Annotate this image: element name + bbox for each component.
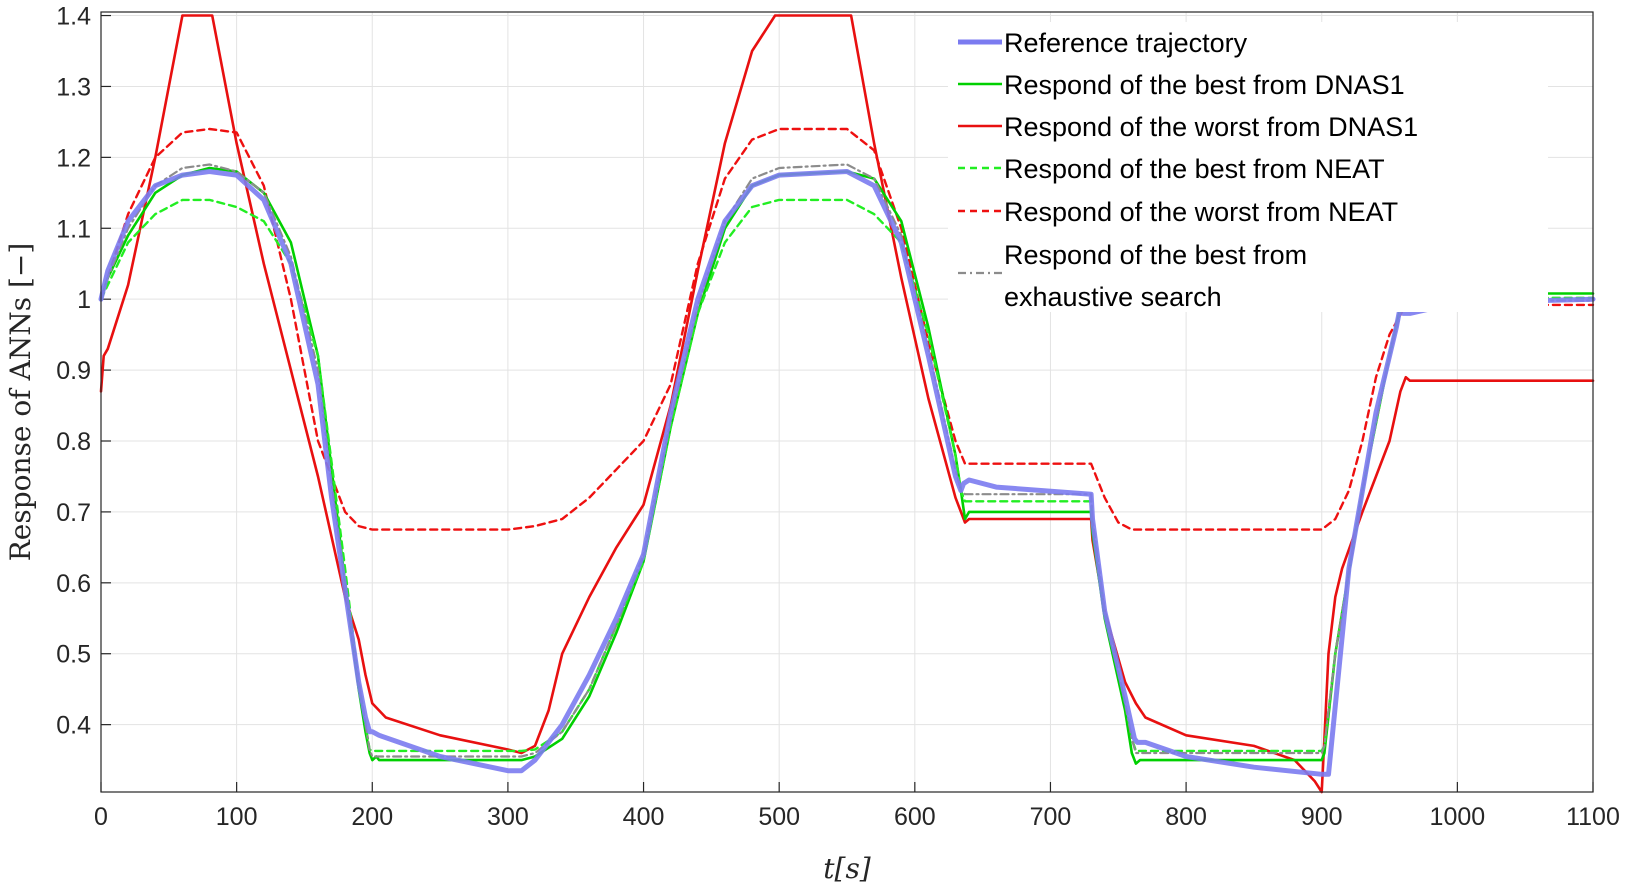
- x-tick-label: 0: [94, 803, 108, 831]
- legend-label: Respond of the best from NEAT: [1004, 154, 1385, 184]
- legend: Reference trajectory Respond of the best …: [948, 22, 1548, 312]
- x-tick-label: 900: [1301, 803, 1343, 831]
- y-tick-label: 1.2: [56, 144, 91, 172]
- x-tick-label: 700: [1030, 803, 1072, 831]
- y-tick-label: 0.7: [56, 499, 91, 527]
- x-tick-label: 400: [623, 803, 665, 831]
- legend-label: Respond of the worst from DNAS1: [1004, 112, 1418, 142]
- legend-label: Respond of the worst from NEAT: [1004, 197, 1398, 227]
- series-line: [99, 127, 1595, 531]
- legend-label: Respond of the best from: [1004, 240, 1307, 270]
- x-tick-label: 600: [894, 803, 936, 831]
- x-tick-label: 1000: [1430, 803, 1486, 831]
- legend-label: Reference trajectory: [1004, 28, 1248, 58]
- x-tick-label: 100: [216, 803, 258, 831]
- x-tick-label: 500: [758, 803, 800, 831]
- legend-label: Respond of the best from DNAS1: [1004, 70, 1405, 100]
- y-tick-label: 0.6: [56, 570, 91, 598]
- x-tick-label: 300: [487, 803, 529, 831]
- x-axis-title: t[s]: [823, 852, 871, 885]
- series-line: [99, 14, 1595, 794]
- plot-frame: [100, 11, 1594, 793]
- legend-label: exhaustive search: [1004, 282, 1222, 312]
- x-axis-ticks: 0 100 200 300 400 500 600 700 800 900 1000 1100: [94, 782, 1620, 831]
- y-axis-ticks: 0.4 0.5 0.6 0.7 0.8 0.9 1 1.1 1.2 1.3 1.4: [56, 3, 111, 740]
- x-tick-label: 800: [1165, 803, 1207, 831]
- y-tick-label: 0.5: [56, 641, 91, 669]
- legend-box: [948, 22, 1548, 312]
- y-tick-label: 0.9: [56, 357, 91, 385]
- y-tick-label: 0.4: [56, 712, 91, 740]
- y-axis-title: Response of ANNs [−]: [4, 243, 37, 562]
- y-tick-label: 1: [77, 286, 91, 314]
- y-tick-label: 1.4: [56, 3, 91, 31]
- x-tick-label: 1100: [1566, 803, 1620, 831]
- y-tick-label: 0.8: [56, 428, 91, 456]
- series-line: [98, 169, 1596, 777]
- series-group: [98, 14, 1596, 794]
- y-tick-label: 1.3: [56, 73, 91, 101]
- y-tick-label: 1.1: [56, 215, 91, 243]
- x-tick-label: 200: [351, 803, 393, 831]
